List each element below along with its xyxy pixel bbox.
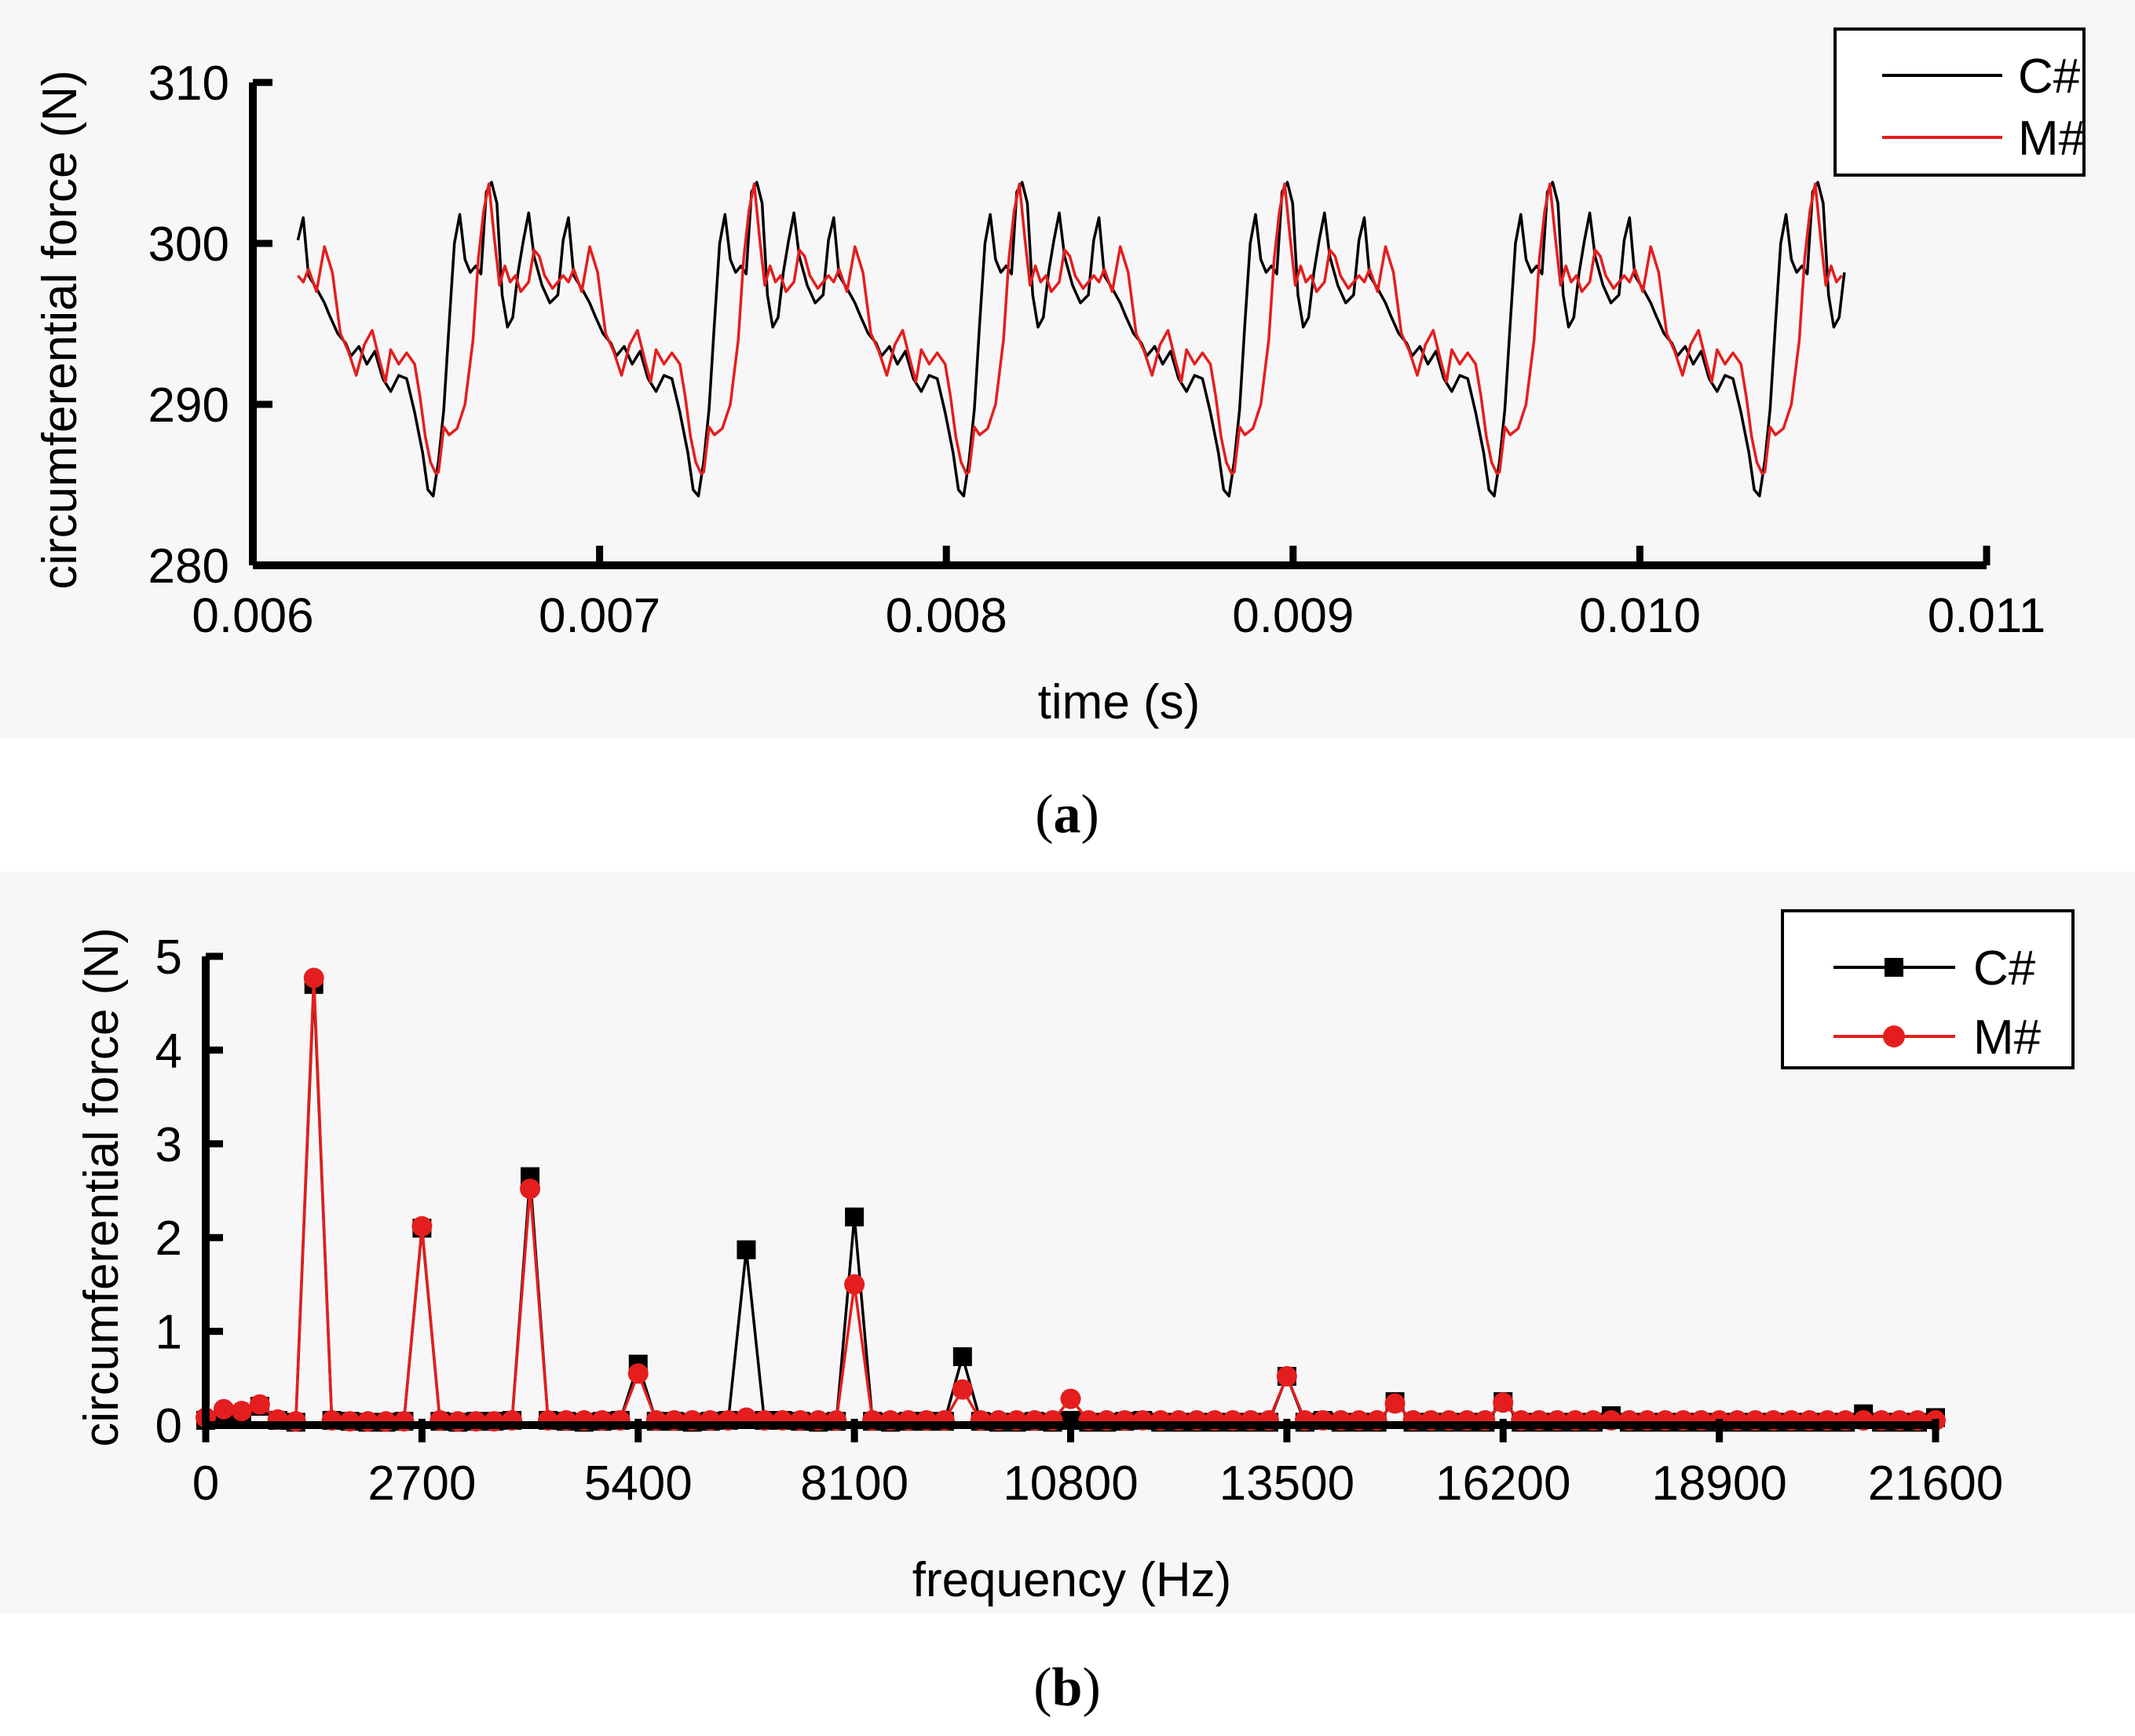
panel-b-point-m — [627, 1363, 649, 1384]
panel-b-x-tick-label: 8100 — [800, 1456, 908, 1511]
panel-b-legend-box — [1781, 909, 2075, 1069]
panel-a-x-tick-label: 0.009 — [1232, 589, 1354, 643]
panel-b-frequency-spectrum: 0 2700 5400 8100 10800 13500 16200 18900 21600 0 1… — [0, 872, 2135, 1614]
panel-b-ticks: 0 2700 5400 8100 10800 13500 16200 18900 21600 0 1… — [155, 930, 2004, 1511]
panel-b-legend-label-c: C# — [1973, 941, 2036, 996]
panel-a-axes — [249, 82, 1987, 569]
panel-b-y-tick-label: 0 — [155, 1399, 182, 1453]
panel-a-x-axis-title: time (s) — [1038, 675, 1201, 729]
panel-b-legend-marker-c — [1885, 958, 1903, 977]
panel-b-point-m — [1060, 1388, 1081, 1409]
panel-b-x-tick-label: 2700 — [367, 1456, 476, 1511]
panel-b-y-tick-label: 4 — [155, 1024, 182, 1078]
panel-b-point-m — [952, 1379, 973, 1400]
panel-b-y-axis-title: circumferential force (N) — [75, 927, 129, 1446]
panel-b-legend: C# M# — [1781, 909, 2075, 1069]
panel-b-x-tick-label: 5400 — [584, 1456, 693, 1511]
panel-a-x-tick-label: 0.006 — [192, 589, 313, 643]
panel-a-time-series: 0.006 0.007 0.008 0.009 0.010 0.011 280 290 300 3… — [0, 0, 2135, 738]
panel-b-point-m — [520, 1179, 541, 1200]
panel-a-y-axis-title: circumferential force (N) — [33, 70, 87, 589]
panel-a-ticks: 0.006 0.007 0.008 0.009 0.010 0.011 280 290 300 3… — [148, 57, 2046, 643]
panel-a-label-letter: a — [1054, 784, 1081, 845]
panel-a-x-tick-label: 0.011 — [1928, 589, 2046, 643]
panel-b-point-c — [845, 1207, 865, 1226]
panel-b-x-tick-label: 13500 — [1219, 1456, 1354, 1511]
panel-b-y-tick-label: 3 — [155, 1118, 182, 1172]
panel-a-y-tick-label: 290 — [148, 378, 229, 433]
panel-b-point-c — [952, 1347, 972, 1366]
panel-b-x-tick-label: 0 — [192, 1456, 219, 1511]
panel-b-label-letter: b — [1052, 1657, 1083, 1718]
panel-b-x-tick-label: 10800 — [1003, 1456, 1138, 1511]
panel-a-legend: C# M# — [1833, 27, 2086, 177]
panel-b-x-tick-label: 18900 — [1651, 1456, 1786, 1511]
panel-b-point-m — [1276, 1365, 1297, 1387]
panel-b-point-m — [231, 1401, 252, 1422]
panel-a-x-tick-label: 0.007 — [539, 589, 660, 643]
panel-a-x-tick-label: 0.008 — [886, 589, 1007, 643]
panel-b-point-m — [411, 1215, 433, 1237]
panel-b-point-m — [1493, 1392, 1514, 1413]
panel-a-label-open: ( — [1035, 784, 1053, 845]
panel-a-legend-box — [1833, 27, 2086, 177]
panel-a-legend-label-m: M# — [2018, 111, 2086, 166]
panel-b-y-tick-label: 5 — [155, 930, 182, 985]
panel-a-y-tick-label: 310 — [148, 57, 229, 111]
panel-b-legend-marker-m — [1883, 1025, 1905, 1047]
panel-b-x-axis-title: frequency (Hz) — [912, 1553, 1232, 1607]
panel-b-point-m — [249, 1394, 270, 1415]
panel-a-series-line-m — [297, 182, 1843, 475]
panel-a-label: (a) — [1035, 784, 1099, 845]
panel-b-x-tick-label: 16200 — [1435, 1456, 1570, 1511]
panel-b-point-c — [737, 1240, 756, 1259]
panel-a-legend-label-c: C# — [2018, 49, 2081, 104]
panel-a-y-tick-label: 300 — [148, 217, 229, 272]
panel-b-x-tick-label: 21600 — [1868, 1456, 2003, 1511]
panel-b-point-m — [844, 1274, 865, 1295]
panel-a-series-group — [296, 181, 1846, 498]
panel-b-point-m — [303, 967, 324, 989]
panel-b-point-m — [213, 1398, 234, 1420]
panel-b-label-close: ) — [1082, 1657, 1100, 1718]
panel-a-series-line-c — [296, 181, 1846, 498]
panel-b-legend-label-m: M# — [1973, 1011, 2042, 1065]
panel-a-x-tick-label: 0.010 — [1579, 589, 1701, 643]
panel-a-y-tick-label: 280 — [148, 539, 229, 594]
panel-b-label-open: ( — [1033, 1657, 1051, 1718]
panel-b-y-tick-label: 1 — [155, 1306, 182, 1360]
panel-b-point-m — [1384, 1393, 1406, 1414]
panel-a-label-close: ) — [1081, 784, 1099, 845]
panel-b-y-tick-label: 2 — [155, 1212, 182, 1266]
panel-b-label: (b) — [1033, 1657, 1101, 1718]
